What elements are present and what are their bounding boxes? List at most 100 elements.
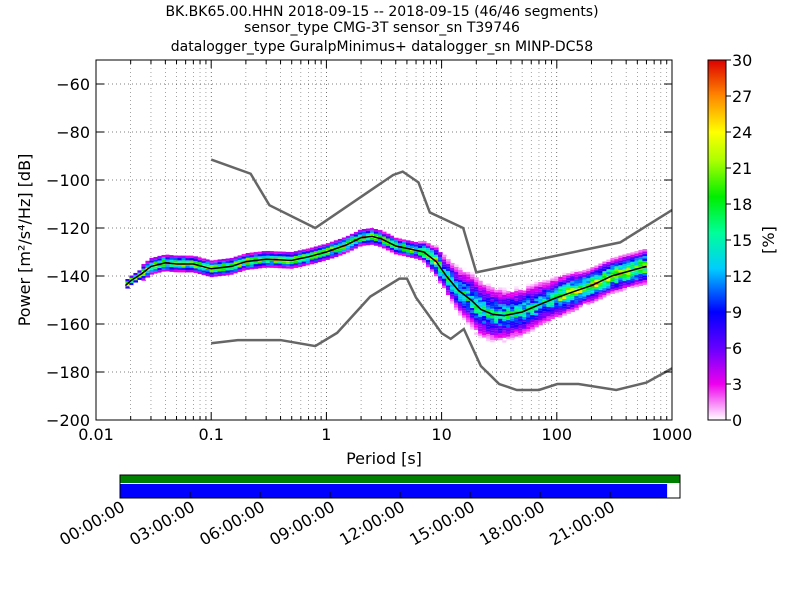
psd-cell [530, 327, 535, 330]
psd-cell [409, 241, 415, 244]
psd-cell [317, 262, 323, 265]
psd-cell [365, 226, 371, 229]
psd-cell [470, 324, 475, 328]
psd-cell [582, 281, 587, 285]
psd-cell [638, 283, 644, 286]
psd-cell [562, 301, 567, 304]
psd-cell [417, 243, 423, 246]
psd-cell [446, 283, 451, 286]
psd-cell [341, 249, 347, 252]
psd-cell [462, 317, 467, 321]
psd-cell [538, 315, 543, 319]
psd-cell [486, 314, 491, 318]
psd-cell [345, 235, 351, 239]
psd-cell [193, 253, 199, 257]
psd-cell [141, 268, 147, 272]
psd-cell [642, 260, 648, 264]
psd-cell [530, 317, 535, 320]
psd-cell [594, 298, 599, 302]
psd-cell [325, 252, 331, 256]
psd-cell [201, 258, 207, 261]
psd-cell [125, 276, 131, 279]
psd-cell [506, 334, 511, 337]
psd-cell [642, 282, 648, 285]
psd-cell [466, 283, 471, 287]
psd-cell [614, 287, 619, 291]
psd-cell [490, 299, 495, 302]
psd-cell [173, 260, 179, 263]
psd-cell [530, 312, 535, 316]
psd-cell [642, 275, 648, 278]
psd-cell [301, 251, 307, 255]
psd-cell [582, 269, 587, 273]
psd-cell [301, 263, 307, 267]
psd-cell [506, 310, 511, 313]
psd-cell [434, 257, 439, 260]
psd-cell [594, 291, 599, 295]
psd-cell [446, 268, 451, 272]
psd-cell [309, 261, 315, 265]
psd-cell [538, 298, 543, 302]
colorbar-label: [%] [759, 226, 778, 254]
psd-cell [189, 267, 195, 270]
psd-cell [177, 258, 183, 261]
psd-cell [253, 261, 259, 265]
psd-cell [293, 253, 299, 256]
psd-cell [538, 320, 543, 323]
psd-cell [526, 317, 531, 320]
psd-cell [630, 266, 636, 269]
psd-cell [550, 316, 555, 320]
psd-cell [377, 232, 383, 235]
psd-cell [217, 273, 223, 277]
psd-cell [381, 234, 387, 237]
y-tick-label: −140 [46, 267, 90, 286]
psd-cell [422, 257, 427, 261]
psd-cell [566, 285, 571, 288]
psd-cell [550, 285, 555, 288]
psd-cell [634, 282, 640, 285]
psd-cell [389, 250, 395, 253]
psd-cell [586, 295, 591, 298]
psd-cell [169, 257, 175, 260]
psd-cell [265, 253, 271, 256]
psd-cell [554, 314, 559, 318]
psd-cell [494, 304, 499, 307]
psd-cell [530, 315, 535, 318]
psd-cell [610, 281, 615, 285]
psd-cell [129, 282, 135, 286]
psd-cell [189, 260, 195, 263]
psd-cell [349, 238, 355, 242]
psd-cell [442, 264, 447, 267]
psd-cell [566, 273, 571, 276]
psd-cell [466, 274, 471, 277]
psd-cell [582, 267, 587, 270]
psd-cell [574, 295, 579, 299]
psd-cell [542, 318, 547, 321]
psd-cell [470, 281, 475, 284]
psd-cell [426, 250, 431, 253]
psd-cell [570, 295, 575, 298]
psd-cell [309, 252, 315, 255]
psd-cell [606, 283, 611, 287]
psd-cell [417, 240, 423, 244]
psd-cell [566, 299, 571, 302]
psd-cell [638, 281, 644, 284]
psd-cell [417, 248, 423, 251]
psd-cell [618, 255, 623, 258]
psd-cell [550, 321, 555, 324]
psd-cell [413, 246, 419, 250]
psd-cell [450, 303, 455, 307]
psd-cell [486, 317, 491, 320]
psd-cell [622, 268, 628, 272]
psd-cell [558, 315, 563, 318]
psd-cell [137, 270, 143, 273]
psd-cell [490, 308, 495, 312]
psd-cell [510, 299, 515, 302]
psd-cell [277, 256, 283, 259]
psd-cell [153, 271, 159, 274]
psd-cell [558, 284, 563, 287]
psd-cell [570, 285, 575, 289]
psd-cell [289, 268, 295, 272]
psd-cell [518, 335, 523, 338]
psd-cell [434, 249, 439, 253]
